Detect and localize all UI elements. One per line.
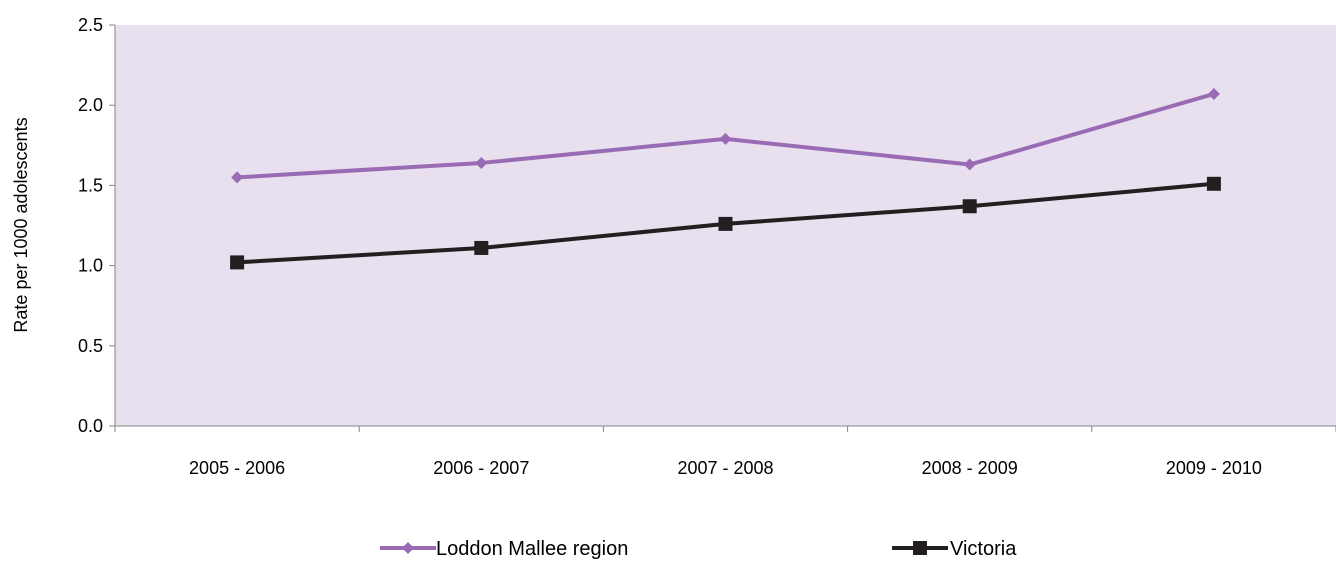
data-point xyxy=(718,216,733,231)
y-tick-label: 0.5 xyxy=(78,336,103,356)
data-point xyxy=(474,240,489,255)
data-point xyxy=(963,158,976,171)
x-tick-label: 2007 - 2008 xyxy=(677,458,773,478)
legend-item: Loddon Mallee region xyxy=(380,538,628,560)
data-point xyxy=(475,156,488,169)
legend: Loddon Mallee region Victoria xyxy=(380,538,1017,560)
x-tick-label: 2008 - 2009 xyxy=(922,458,1018,478)
y-axis: 0.0 0.5 1.0 1.5 2.0 2.5 xyxy=(78,15,116,436)
series-loddon-mallee xyxy=(231,87,1220,184)
data-point xyxy=(719,132,732,145)
legend-label: Victoria xyxy=(950,538,1017,560)
data-point xyxy=(231,171,244,184)
legend-marker xyxy=(913,541,927,555)
y-tick-label: 1.0 xyxy=(78,256,103,276)
data-point xyxy=(1206,176,1221,191)
y-tick-label: 2.5 xyxy=(78,15,103,35)
x-tick-label: 2006 - 2007 xyxy=(433,458,529,478)
data-point xyxy=(1207,87,1220,100)
series-layer xyxy=(230,87,1221,270)
y-tick-label: 2.0 xyxy=(78,95,103,115)
y-tick-label: 1.5 xyxy=(78,175,103,195)
y-axis-label: Rate per 1000 adolescents xyxy=(11,117,31,332)
legend-label: Loddon Mallee region xyxy=(436,538,628,560)
legend-item: Victoria xyxy=(892,538,1017,560)
legend-marker xyxy=(402,542,414,554)
data-point xyxy=(230,255,245,270)
x-axis: 2005 - 2006 2006 - 2007 2007 - 2008 2008 - … xyxy=(114,425,1336,478)
data-point xyxy=(962,199,977,214)
x-tick-label: 2009 - 2010 xyxy=(1166,458,1262,478)
series-victoria xyxy=(230,176,1221,270)
y-tick-label: 0.0 xyxy=(78,416,103,436)
x-tick-label: 2005 - 2006 xyxy=(189,458,285,478)
